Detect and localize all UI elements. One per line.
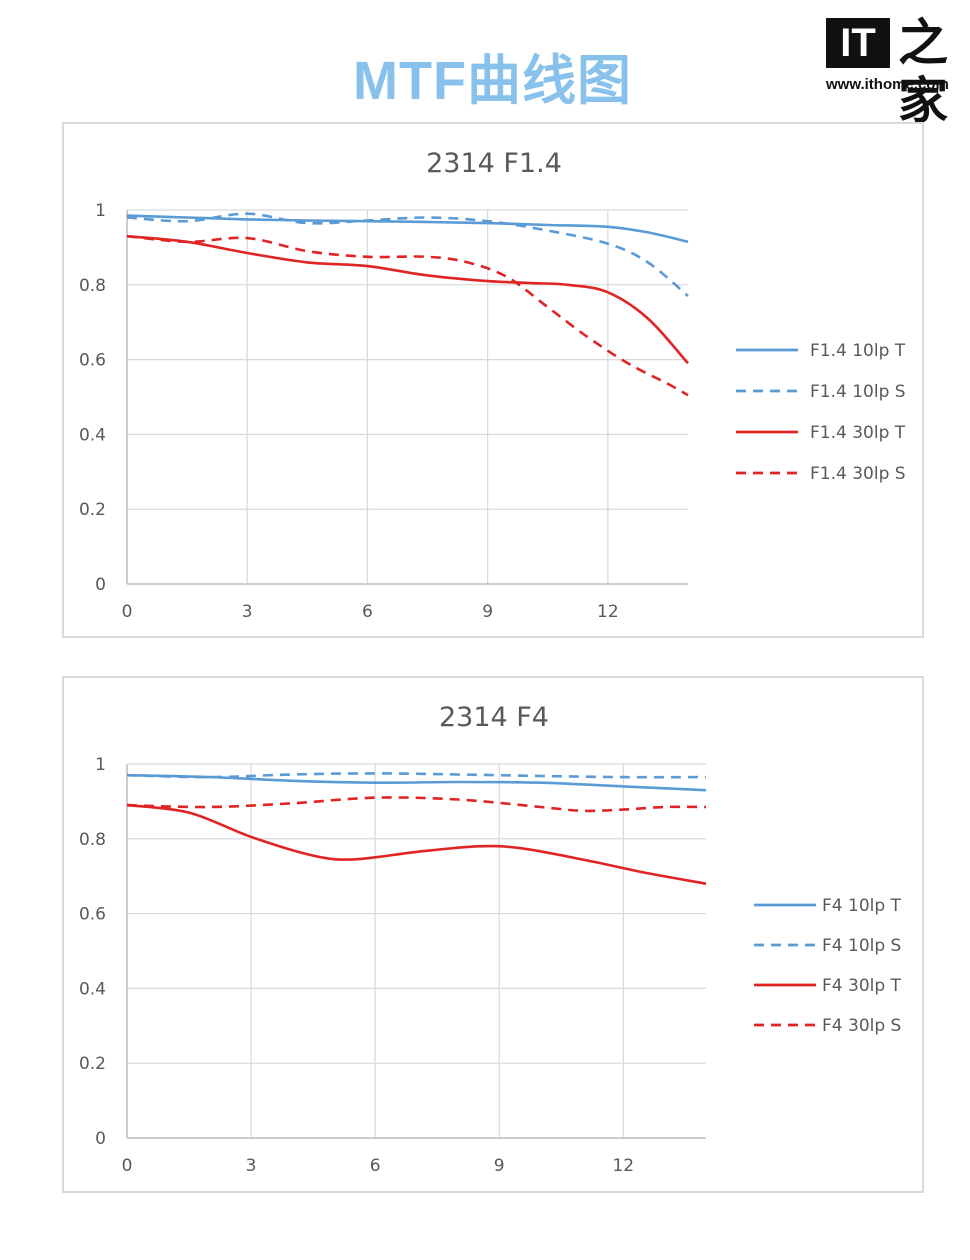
x-tick-label: 3 — [242, 602, 253, 622]
logo-url: www.ithome.com — [826, 76, 949, 93]
legend-label: F1.4 30lp S — [810, 464, 906, 484]
y-tick-label: 0.4 — [79, 425, 106, 445]
chart-panel-f14: 2314 F1.4 0 0.2 0.4 0.6 0.8 1 0 3 6 9 12 F1.4 10lp T… — [62, 122, 924, 638]
legend-label: F4 10lp T — [822, 896, 902, 916]
y-tick-label: 0.2 — [79, 500, 106, 520]
series-line-f1-4-30lp-t — [126, 234, 689, 365]
legend-label: F1.4 30lp T — [810, 423, 906, 443]
y-tick-label: 0.2 — [79, 1054, 106, 1074]
y-tick-label: 0 — [95, 575, 106, 595]
x-tick-label: 12 — [612, 1156, 634, 1176]
y-tick-label: 1 — [95, 755, 106, 775]
chart-title: 2314 F1.4 — [426, 148, 562, 179]
legend-label: F4 30lp T — [822, 976, 902, 996]
series-line-f1-4-10lp-t — [126, 214, 689, 244]
legend-label: F1.4 10lp S — [810, 382, 906, 402]
series-line-f4-30lp-s — [126, 796, 707, 813]
x-tick-label: 9 — [482, 602, 493, 622]
x-tick-label: 12 — [597, 602, 619, 622]
y-tick-label: 0.6 — [79, 905, 106, 925]
legend-label: F4 30lp S — [822, 1016, 901, 1036]
series-line-f1-4-10lp-s — [126, 212, 689, 297]
ithome-logo: IT 之家 www.ithome.com — [826, 14, 958, 130]
chart-title: 2314 F4 — [439, 702, 549, 733]
y-tick-label: 1 — [95, 201, 106, 221]
logo-glyph: 之家 — [898, 13, 948, 130]
series-line-f1-4-30lp-s — [126, 234, 689, 397]
x-tick-label: 9 — [494, 1156, 505, 1176]
y-tick-label: 0.8 — [79, 830, 106, 850]
y-tick-label: 0.6 — [79, 351, 106, 371]
chart-panel-f4: 2314 F4 0 0.2 0.4 0.6 0.8 1 0 3 6 9 12 F4 10lp T F4 1… — [62, 676, 924, 1193]
series-line-f4-10lp-s — [126, 772, 707, 779]
x-tick-label: 0 — [122, 1156, 133, 1176]
x-tick-label: 3 — [246, 1156, 257, 1176]
legend-label: F1.4 10lp T — [810, 341, 906, 361]
y-tick-label: 0 — [95, 1129, 106, 1149]
y-tick-label: 0.8 — [79, 276, 106, 296]
legend-label: F4 10lp S — [822, 936, 901, 956]
x-tick-label: 6 — [362, 602, 373, 622]
chart-f14: 2314 F1.4 0 0.2 0.4 0.6 0.8 1 0 3 6 9 12 F1.4 10lp T… — [79, 148, 906, 622]
x-tick-label: 0 — [122, 602, 133, 622]
x-tick-label: 6 — [370, 1156, 381, 1176]
chart-f4: 2314 F4 0 0.2 0.4 0.6 0.8 1 0 3 6 9 12 F4 10lp T F4 1… — [79, 702, 902, 1176]
y-tick-label: 0.4 — [79, 979, 106, 999]
page-title: MTF曲线图 — [353, 51, 632, 111]
logo-mark: IT — [826, 18, 890, 68]
series-line-f4-30lp-t — [126, 803, 707, 885]
